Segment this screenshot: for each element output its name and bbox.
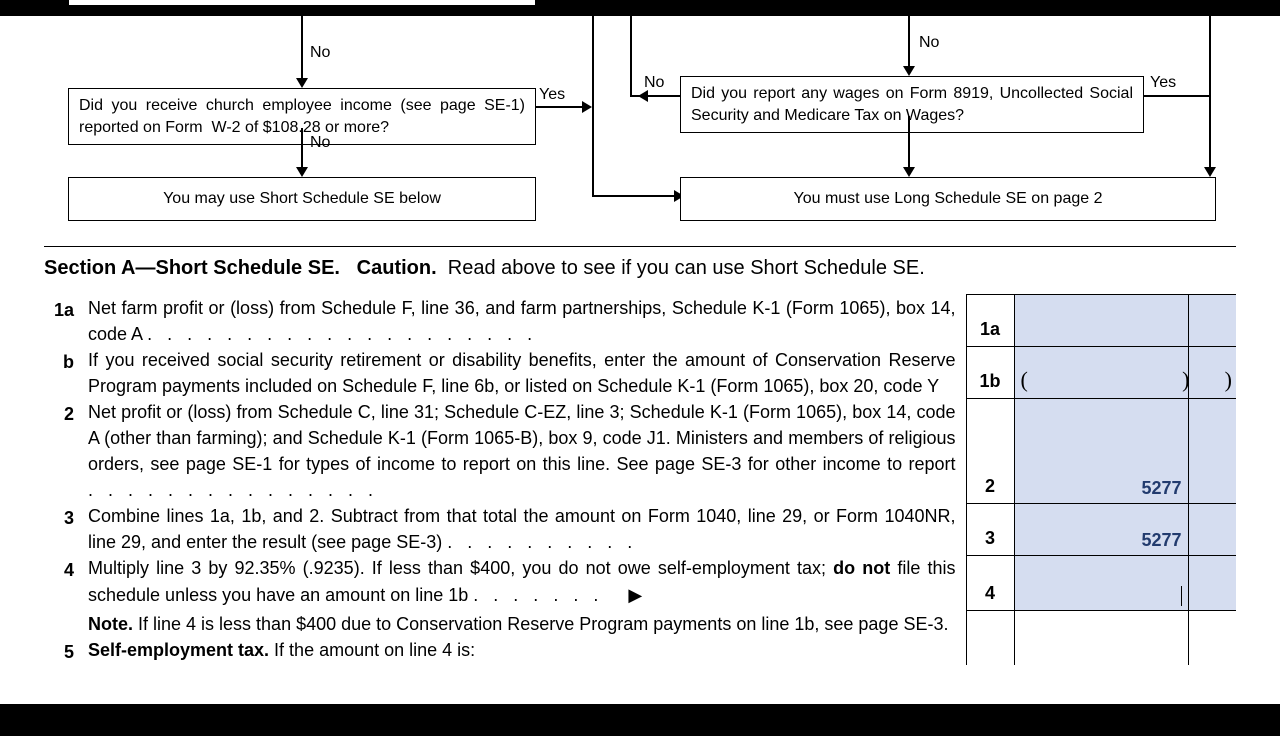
arrow-v-mid2 bbox=[630, 0, 632, 96]
flowchart-box-8919: Did you report any wages on Form 8919, U… bbox=[680, 76, 1144, 133]
arrow-head-r2 bbox=[1204, 167, 1216, 177]
line-4-amount[interactable] bbox=[1014, 555, 1188, 610]
line-3-num: 3 bbox=[44, 503, 88, 555]
line-2-label: 2 bbox=[966, 399, 1014, 503]
caution-text: Read above to see if you can use Short S… bbox=[448, 257, 925, 279]
line-3-amount[interactable]: 5277 bbox=[1014, 503, 1188, 555]
line-3-cents[interactable] bbox=[1188, 503, 1236, 555]
line-1a-cents[interactable] bbox=[1188, 295, 1236, 347]
form-table: 1a Net farm profit or (loss) from Schedu… bbox=[44, 294, 1236, 665]
line-4-label: 4 bbox=[966, 555, 1014, 610]
line-1b-amount[interactable]: () bbox=[1014, 347, 1188, 399]
caution-label: Caution. bbox=[357, 257, 437, 279]
line-1b-text: If you received social security retireme… bbox=[88, 347, 966, 399]
line-1b-cents[interactable]: ) bbox=[1188, 347, 1236, 399]
line-5-num: 5 bbox=[44, 637, 88, 665]
flowchart-box-short: You may use Short Schedule SE below bbox=[68, 177, 536, 221]
flowchart-box-long: You must use Long Schedule SE on page 2 bbox=[680, 177, 1216, 221]
note-label-cell bbox=[966, 611, 1014, 637]
line-1a-label: 1a bbox=[966, 295, 1014, 347]
line-5-amount-cell bbox=[1014, 637, 1188, 665]
line-1a-amount[interactable] bbox=[1014, 295, 1188, 347]
arrow-h1 bbox=[536, 106, 588, 108]
line-5-cents-cell bbox=[1188, 637, 1236, 665]
line-3-label: 3 bbox=[966, 503, 1014, 555]
line-2-num: 2 bbox=[44, 399, 88, 503]
line-4-input bbox=[1021, 559, 1182, 580]
section-title: Section A—Short Schedule SE. bbox=[44, 257, 340, 279]
arrow-h-mid1 bbox=[592, 195, 680, 197]
note-amount-cell bbox=[1014, 611, 1188, 637]
line-2-amount[interactable]: 5277 bbox=[1014, 399, 1188, 503]
arrow-head-1 bbox=[296, 78, 308, 88]
label-no-4: No bbox=[919, 34, 939, 52]
label-no-1: No bbox=[310, 44, 330, 62]
note-text: Note. If line 4 is less than $400 due to… bbox=[88, 611, 966, 637]
arrow-v-r2 bbox=[1209, 0, 1211, 173]
note-cents-cell bbox=[1188, 611, 1236, 637]
form-page: No Did you receive church employee incom… bbox=[0, 16, 1280, 704]
arrow-v-r1 bbox=[908, 0, 910, 74]
line-5-label-cell bbox=[966, 637, 1014, 665]
arrow-head-r3 bbox=[903, 167, 915, 177]
arrow-head-r1 bbox=[903, 66, 915, 76]
line-4-num: 4 bbox=[44, 555, 88, 610]
line-1b-num: b bbox=[44, 347, 88, 399]
arrow-v-r3 bbox=[908, 116, 910, 173]
note-num bbox=[44, 611, 88, 637]
line-5-text: Self-employment tax. If the amount on li… bbox=[88, 637, 966, 665]
section-header: Section A—Short Schedule SE. Caution. Re… bbox=[44, 247, 1236, 294]
line-4-cents[interactable] bbox=[1188, 555, 1236, 610]
line-2-cents[interactable] bbox=[1188, 399, 1236, 503]
flowchart: No Did you receive church employee incom… bbox=[44, 16, 1236, 234]
line-1a-num: 1a bbox=[44, 295, 88, 347]
arrow-head-2 bbox=[296, 167, 308, 177]
line-2-text: Net profit or (loss) from Schedule C, li… bbox=[88, 399, 966, 503]
label-yes-1: Yes bbox=[539, 86, 565, 104]
arrow-v-mid1 bbox=[592, 0, 594, 196]
label-no-2: No bbox=[310, 134, 330, 152]
line-3-text: Combine lines 1a, 1b, and 2. Subtract fr… bbox=[88, 503, 966, 555]
arrow-head-right-1 bbox=[582, 101, 592, 113]
line-1a-text: Net farm profit or (loss) from Schedule … bbox=[88, 295, 966, 347]
label-no-3: No bbox=[644, 74, 664, 92]
line-4-text: Multiply line 3 by 92.35% (.9235). If le… bbox=[88, 555, 966, 610]
label-yes-2: Yes bbox=[1150, 74, 1176, 92]
arrow-h-r1 bbox=[1144, 95, 1210, 97]
line-1b-label: 1b bbox=[966, 347, 1014, 399]
arrow-v1 bbox=[301, 6, 303, 84]
